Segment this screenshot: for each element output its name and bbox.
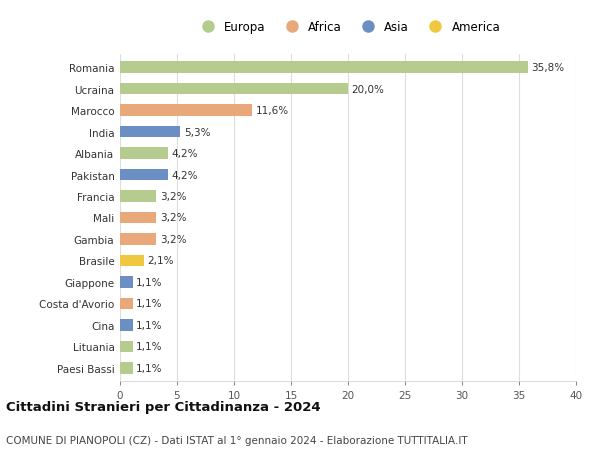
Text: 3,2%: 3,2%: [160, 191, 187, 202]
Text: 20,0%: 20,0%: [352, 84, 384, 95]
Bar: [120, 148, 168, 160]
Text: COMUNE DI PIANOPOLI (CZ) - Dati ISTAT al 1° gennaio 2024 - Elaborazione TUTTITAL: COMUNE DI PIANOPOLI (CZ) - Dati ISTAT al…: [6, 435, 467, 445]
Bar: [120, 298, 133, 310]
Text: 2,1%: 2,1%: [148, 256, 174, 266]
Text: 1,1%: 1,1%: [136, 363, 163, 373]
Bar: [120, 126, 181, 138]
Bar: [120, 319, 133, 331]
Bar: [120, 276, 133, 288]
Text: 35,8%: 35,8%: [532, 63, 565, 73]
Text: 4,2%: 4,2%: [172, 149, 198, 159]
Text: 1,1%: 1,1%: [136, 320, 163, 330]
Text: 11,6%: 11,6%: [256, 106, 289, 116]
Text: 1,1%: 1,1%: [136, 277, 163, 287]
Bar: [120, 362, 133, 374]
Bar: [120, 212, 157, 224]
Bar: [120, 234, 157, 246]
Legend: Europa, Africa, Asia, America: Europa, Africa, Asia, America: [193, 19, 503, 36]
Text: Cittadini Stranieri per Cittadinanza - 2024: Cittadini Stranieri per Cittadinanza - 2…: [6, 400, 320, 413]
Text: 1,1%: 1,1%: [136, 299, 163, 309]
Text: 3,2%: 3,2%: [160, 213, 187, 223]
Text: 5,3%: 5,3%: [184, 127, 211, 137]
Text: 3,2%: 3,2%: [160, 235, 187, 245]
Bar: [120, 105, 252, 117]
Bar: [120, 341, 133, 353]
Bar: [120, 62, 528, 74]
Bar: [120, 255, 144, 267]
Bar: [120, 190, 157, 202]
Bar: [120, 84, 348, 95]
Text: 1,1%: 1,1%: [136, 341, 163, 352]
Text: 4,2%: 4,2%: [172, 170, 198, 180]
Bar: [120, 169, 168, 181]
